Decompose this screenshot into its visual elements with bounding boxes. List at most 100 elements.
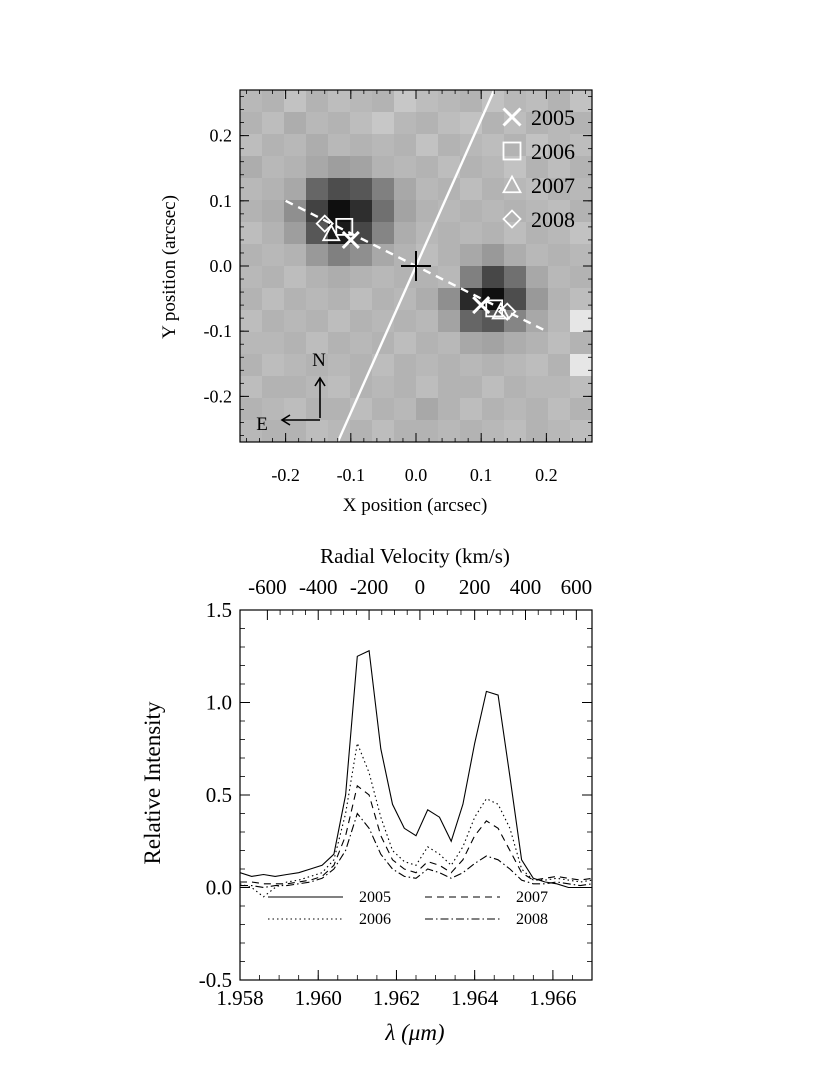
heatmap-cell xyxy=(262,376,285,399)
heatmap-cell xyxy=(306,244,329,267)
heatmap-cell xyxy=(504,376,527,399)
heatmap-cell xyxy=(416,200,439,223)
heatmap-cell xyxy=(570,156,592,179)
heatmap-cell xyxy=(526,178,549,201)
heatmap-cell xyxy=(416,244,439,267)
heatmap-cell xyxy=(460,310,483,333)
heatmap-cell xyxy=(482,420,505,442)
heatmap-cell xyxy=(416,398,439,421)
heatmap-cell xyxy=(240,222,263,245)
heatmap-cell xyxy=(306,420,329,442)
heatmap-cell xyxy=(504,178,527,201)
marker-2005-stroke xyxy=(472,296,491,315)
heatmap-cell xyxy=(548,156,571,179)
x-tick-label: 0.2 xyxy=(535,465,558,485)
x-tick-label: 0.0 xyxy=(405,465,428,485)
marker-2005 xyxy=(472,296,491,315)
heatmap-cells xyxy=(240,90,592,442)
heatmap-cell xyxy=(570,310,592,333)
heatmap-cell xyxy=(240,112,263,135)
heatmap-cell xyxy=(372,112,395,135)
heatmap-cell xyxy=(482,200,505,223)
heatmap-cell xyxy=(504,266,527,289)
heatmap-cell xyxy=(482,288,505,311)
heatmap-cell xyxy=(416,134,439,157)
heatmap-cell xyxy=(482,112,505,135)
legend-symbol-2005 xyxy=(502,107,522,127)
heatmap-cell xyxy=(372,376,395,399)
heatmap-cell xyxy=(306,354,329,377)
heatmap-cell xyxy=(526,112,549,135)
heatmap-cell xyxy=(350,354,373,377)
y-tick-label: 0.1 xyxy=(210,191,233,211)
heatmap-cell xyxy=(350,112,373,135)
heatmap-cell xyxy=(394,112,417,135)
heatmap-cell xyxy=(482,332,505,355)
heatmap-cell xyxy=(526,156,549,179)
heatmap-cell xyxy=(460,90,483,113)
heatmap-cell xyxy=(526,134,549,157)
heatmap-cell xyxy=(372,332,395,355)
heatmap-cell xyxy=(504,420,527,442)
heatmap-cell xyxy=(438,398,461,421)
heatmap-cell xyxy=(262,90,285,113)
heatmap-cell xyxy=(482,244,505,267)
heatmap-cell xyxy=(328,244,351,267)
map-ticks: -0.2 -0.1 0.0 0.1 0.2 -0.2 -0.1 0.0 0.1 0.2 xyxy=(204,90,592,485)
heatmap-cell xyxy=(328,288,351,311)
heatmap-cell xyxy=(328,398,351,421)
heatmap-cell xyxy=(482,222,505,245)
heatmap-cell xyxy=(504,332,527,355)
heatmap-cell xyxy=(416,156,439,179)
lambda-axis-text: λ (μm) xyxy=(384,1020,444,1045)
heatmap-cell xyxy=(328,310,351,333)
heatmap-cell xyxy=(416,178,439,201)
heatmap-cell xyxy=(548,178,571,201)
legend-label-2008: 2008 xyxy=(516,911,548,928)
velocity-tick-label: -200 xyxy=(350,575,389,599)
x-tick-label: -0.2 xyxy=(271,465,300,485)
heatmap-cell xyxy=(504,354,527,377)
heatmap-cell xyxy=(306,156,329,179)
heatmap-cell xyxy=(504,288,527,311)
legend-label-2006: 2006 xyxy=(531,139,575,164)
heatmap-cell xyxy=(570,244,592,267)
legend-symbol-2005-stroke xyxy=(502,107,522,127)
heatmap-cell xyxy=(306,266,329,289)
epoch-markers xyxy=(315,214,517,321)
heatmap-cell xyxy=(526,398,549,421)
heatmap-cell xyxy=(372,200,395,223)
heatmap-cell xyxy=(328,200,351,223)
heatmap-cell xyxy=(372,244,395,267)
heatmap-cell xyxy=(460,376,483,399)
legend-symbol-2006 xyxy=(502,141,522,161)
heatmap-cell xyxy=(460,354,483,377)
heatmap-cell xyxy=(350,310,373,333)
heatmap-cell xyxy=(526,244,549,267)
velocity-tick-label: 0 xyxy=(415,575,426,599)
heatmap-cell xyxy=(548,420,571,442)
map-legend: 2005 2006 2007 2008 xyxy=(501,105,575,232)
east-label: E xyxy=(256,414,268,435)
heatmap-cell xyxy=(284,266,307,289)
north-arrowhead xyxy=(314,376,326,387)
heatmap-cell xyxy=(262,288,285,311)
heatmap-cell xyxy=(460,222,483,245)
heatmap-cell xyxy=(284,354,307,377)
heatmap-cell xyxy=(504,200,527,223)
lambda-tick-label: 1.964 xyxy=(451,986,499,1010)
heatmap-cell xyxy=(328,266,351,289)
heatmap-cell xyxy=(328,134,351,157)
heatmap-cell xyxy=(438,112,461,135)
heatmap-cell xyxy=(394,354,417,377)
heatmap-cell xyxy=(284,332,307,355)
heatmap-cell xyxy=(526,200,549,223)
heatmap-cell xyxy=(350,288,373,311)
heatmap-cell xyxy=(548,134,571,157)
heatmap-cell xyxy=(570,288,592,311)
heatmap-cell xyxy=(570,354,592,377)
lambda-tick-label: 1.962 xyxy=(373,986,420,1010)
series-line-2005 xyxy=(240,649,592,889)
heatmap-cell xyxy=(526,420,549,442)
heatmap-cell xyxy=(262,354,285,377)
